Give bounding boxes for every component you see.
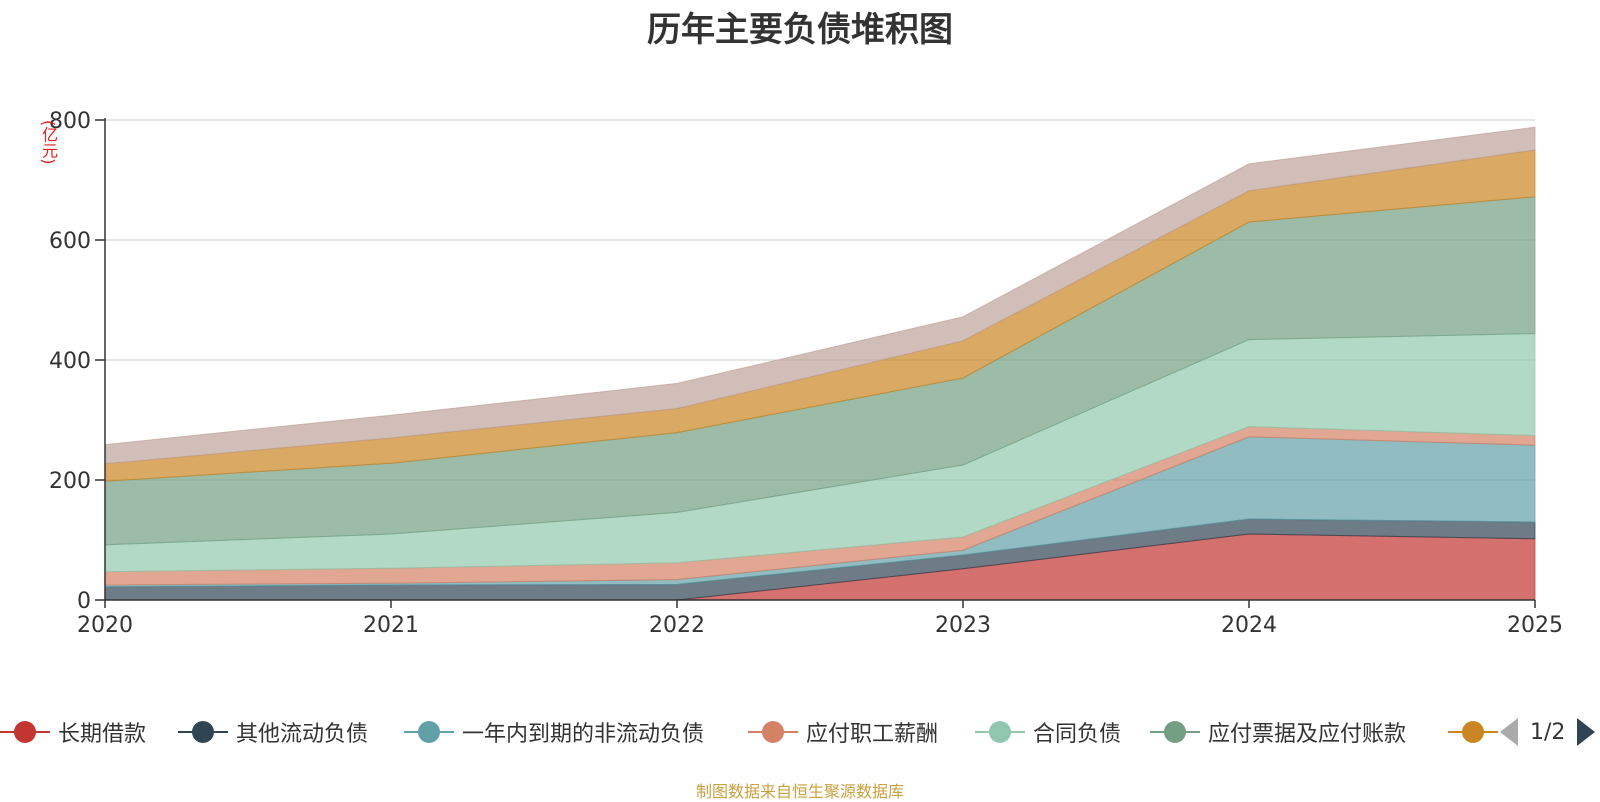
legend-marker-icon <box>1150 720 1200 744</box>
legend-item[interactable]: 应付职工薪酬 <box>748 712 938 752</box>
legend-label: 长期借款 <box>58 722 147 747</box>
legend-page-indicator: 1/2 <box>1530 719 1566 745</box>
x-tick-label: 2024 <box>1221 613 1277 638</box>
legend-item[interactable]: 应付票据及应付账款 <box>1150 712 1406 752</box>
y-tick-label: 0 <box>77 589 91 614</box>
legend-next-page-icon[interactable] <box>1577 718 1596 746</box>
y-tick-label: 800 <box>49 109 91 134</box>
legend-marker-icon <box>748 720 798 744</box>
chart-title: 历年主要负债堆积图 <box>647 10 953 50</box>
legend-marker-icon <box>178 720 228 744</box>
y-tick-label: 400 <box>49 349 91 374</box>
legend-item[interactable] <box>1448 712 1506 752</box>
x-tick-label: 2021 <box>363 613 419 638</box>
area-series-layer <box>104 126 1536 601</box>
y-tick-label: 600 <box>49 229 91 254</box>
legend-item[interactable]: 其他流动负债 <box>178 712 368 752</box>
y-axis-unit-label: (亿元) <box>39 120 58 165</box>
legend-label: 应付职工薪酬 <box>806 722 939 747</box>
axes: 0 200 400 600 800 2020 2021 2022 2023 2024 2025 <box>49 109 1563 638</box>
x-tick-label: 2020 <box>77 613 133 638</box>
data-source-note: 制图数据来自恒生聚源数据库 <box>695 782 904 801</box>
legend-marker-icon <box>975 720 1025 744</box>
area-series-7[interactable] <box>104 126 1536 465</box>
chart-legend: 长期借款 其他流动负债 一年内到期的非流动负债 应付职工薪酬 合同负债 应付票据及应付账款 <box>0 712 1600 752</box>
legend-marker-icon <box>1448 720 1498 744</box>
legend-marker-icon <box>404 720 454 744</box>
legend-item[interactable]: 合同负债 <box>975 712 1121 752</box>
legend-label: 一年内到期的非流动负债 <box>462 722 705 747</box>
legend-item[interactable]: 一年内到期的非流动负债 <box>404 712 704 752</box>
legend-item[interactable]: 长期借款 <box>0 712 146 752</box>
legend-label: 应付票据及应付账款 <box>1208 722 1407 747</box>
legend-label: 合同负债 <box>1033 722 1122 747</box>
legend-prev-page-icon[interactable] <box>1500 718 1518 746</box>
x-tick-label: 2023 <box>935 613 991 638</box>
legend-pager: 1/2 <box>1500 712 1596 752</box>
y-tick-label: 200 <box>49 469 91 494</box>
x-tick-label: 2022 <box>649 613 705 638</box>
x-tick-label: 2025 <box>1507 613 1563 638</box>
legend-label: 其他流动负债 <box>236 722 369 747</box>
legend-marker-icon <box>0 720 50 744</box>
